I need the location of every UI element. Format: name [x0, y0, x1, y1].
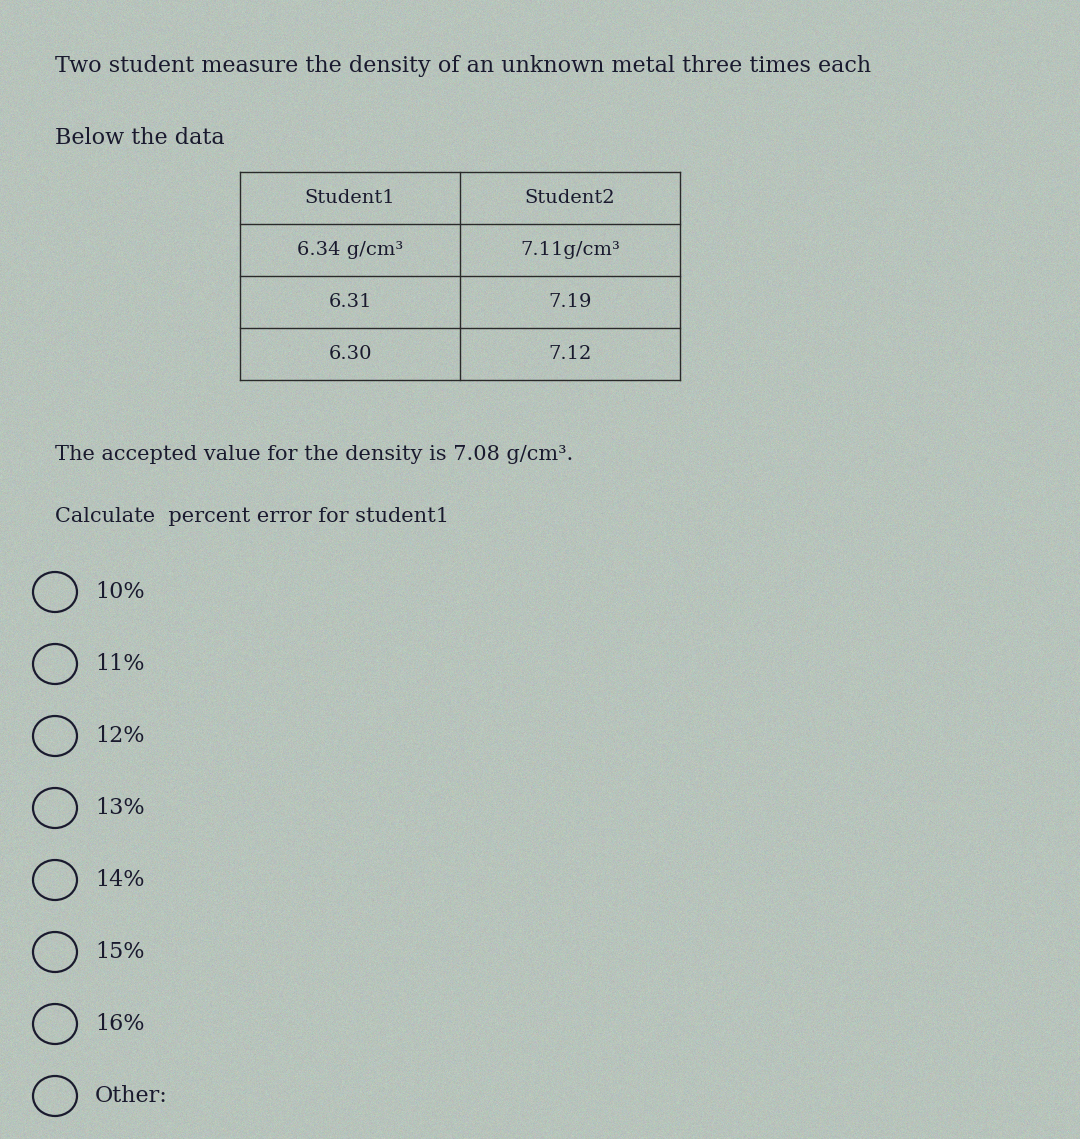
Text: 12%: 12% — [95, 726, 145, 747]
Text: 6.34 g/cm³: 6.34 g/cm³ — [297, 241, 403, 259]
Text: 6.31: 6.31 — [328, 293, 372, 311]
Text: Calculate  percent error for student1: Calculate percent error for student1 — [55, 507, 449, 526]
Text: 14%: 14% — [95, 869, 145, 891]
Text: 6.30: 6.30 — [328, 345, 372, 363]
Text: Below the data: Below the data — [55, 128, 225, 149]
Text: 10%: 10% — [95, 581, 145, 603]
Text: Other:: Other: — [95, 1085, 167, 1107]
Text: 11%: 11% — [95, 653, 145, 675]
Text: 13%: 13% — [95, 797, 145, 819]
Text: 15%: 15% — [95, 941, 145, 962]
Text: The accepted value for the density is 7.08 g/cm³.: The accepted value for the density is 7.… — [55, 445, 573, 464]
Text: Student1: Student1 — [305, 189, 395, 207]
Text: Two student measure the density of an unknown metal three times each: Two student measure the density of an un… — [55, 55, 872, 77]
Text: Student2: Student2 — [525, 189, 616, 207]
Text: 7.19: 7.19 — [549, 293, 592, 311]
Text: 16%: 16% — [95, 1013, 145, 1035]
Text: 7.11g/cm³: 7.11g/cm³ — [521, 241, 620, 259]
Text: 7.12: 7.12 — [549, 345, 592, 363]
